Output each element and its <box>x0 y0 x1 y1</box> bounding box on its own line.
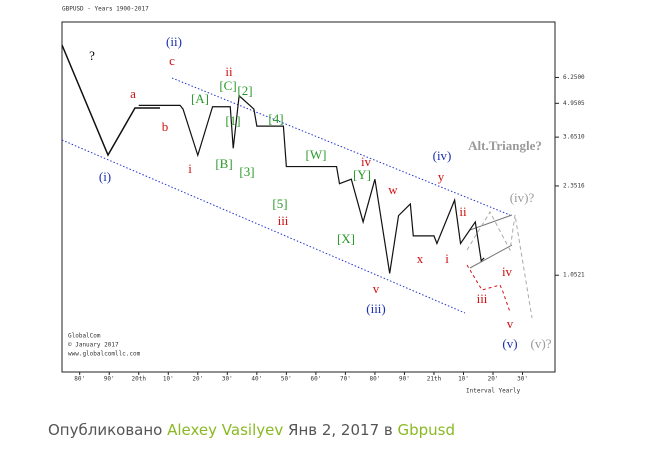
wave-sketch <box>61 44 160 157</box>
wave-label: (iv) <box>433 148 452 163</box>
x-tick-label: 20' <box>488 376 499 383</box>
y-tick-label: 3.6510 <box>563 134 585 141</box>
x-tick-label: 30' <box>517 376 528 383</box>
wave-label: [1] <box>225 113 240 128</box>
wave-label: i <box>445 251 449 266</box>
wave-label: (iv)? <box>510 190 535 205</box>
wave-label: Alt.Triangle? <box>468 138 542 153</box>
x-tick-label: 40' <box>251 376 262 383</box>
wave-label: [3] <box>239 164 254 179</box>
wave-label: y <box>438 169 445 184</box>
wave-label: iii <box>477 291 488 306</box>
wave-label: [C] <box>219 78 236 93</box>
x-tick-label: 60' <box>310 376 321 383</box>
wave-label: a <box>130 86 136 101</box>
caption: Опубликовано Alexey Vasilyev Янв 2, 2017… <box>48 421 455 439</box>
wave-label: [4] <box>268 111 283 126</box>
projection <box>466 264 511 313</box>
wave-label: ? <box>89 48 95 63</box>
x-tick-label: 80' <box>370 376 381 383</box>
wave-label: c <box>169 53 175 68</box>
y-tick-label: 4.9505 <box>563 100 585 107</box>
x-tick-label: 10' <box>458 376 469 383</box>
projection <box>466 210 533 319</box>
y-tick-label: 2.3516 <box>563 182 585 189</box>
x-tick-label: 20th <box>132 376 147 383</box>
credit: © January 2017 <box>68 342 119 349</box>
credit: www.globalcomllc.com <box>68 351 141 358</box>
price-line <box>138 94 485 274</box>
wave-label: iii <box>278 213 289 228</box>
x-tick-label: 20' <box>192 376 203 383</box>
x-axis-label: Interval Yearly <box>466 388 521 395</box>
wave-label: b <box>162 119 169 134</box>
plot-frame <box>61 21 556 373</box>
wave-label: (v)? <box>531 336 552 351</box>
y-tick-label: 6.2500 <box>563 74 585 81</box>
x-tick-label: 30' <box>222 376 233 383</box>
wave-label: w <box>388 182 398 197</box>
channel-line <box>61 139 466 314</box>
wave-label: (ii) <box>166 34 182 49</box>
y-tick-label: 1.0521 <box>563 272 585 279</box>
triangle-line <box>469 244 513 269</box>
author-link[interactable]: Alexey Vasilyev <box>167 421 284 439</box>
credit: GlobalCom <box>68 333 101 340</box>
x-tick-label: 80' <box>74 376 85 383</box>
wave-label: v <box>373 281 380 296</box>
wave-label: ii <box>225 64 233 79</box>
x-tick-label: 90' <box>104 376 115 383</box>
wave-label: [5] <box>272 196 287 211</box>
wave-label: (i) <box>99 169 111 184</box>
chart-title: GBPUSD - Years 1900-2017 <box>62 6 149 13</box>
wave-drawings <box>61 44 533 319</box>
wave-label: [X] <box>337 231 355 246</box>
wave-label: iv <box>502 264 513 279</box>
wave-label: i <box>188 161 192 176</box>
wave-label: ii <box>459 204 467 219</box>
wave-label: [2] <box>237 83 252 98</box>
wave-label: [Y] <box>353 167 371 182</box>
x-tick-label: 10' <box>163 376 174 383</box>
caption-prefix: Опубликовано <box>48 421 163 439</box>
x-tick-label: 90' <box>399 376 410 383</box>
wave-label: [W] <box>306 147 327 162</box>
wave-label: iv <box>361 154 372 169</box>
triangle-line <box>469 214 513 231</box>
wave-label: v <box>507 316 514 331</box>
category-link[interactable]: Gbpusd <box>397 421 456 439</box>
wave-label: (v) <box>502 336 517 351</box>
x-tick-label: 70' <box>340 376 351 383</box>
chart: GBPUSD - Years 1900-2017 Interval Yearly… <box>61 6 585 395</box>
channel-line <box>171 77 511 216</box>
wave-label: (iii) <box>366 301 386 316</box>
wave-label: [B] <box>215 156 232 171</box>
wave-label: [A] <box>191 91 209 106</box>
x-tick-label: 21th <box>427 376 442 383</box>
x-tick-label: 50' <box>281 376 292 383</box>
caption-date: Янв 2, 2017 в <box>288 421 393 439</box>
wave-label: x <box>417 251 424 266</box>
